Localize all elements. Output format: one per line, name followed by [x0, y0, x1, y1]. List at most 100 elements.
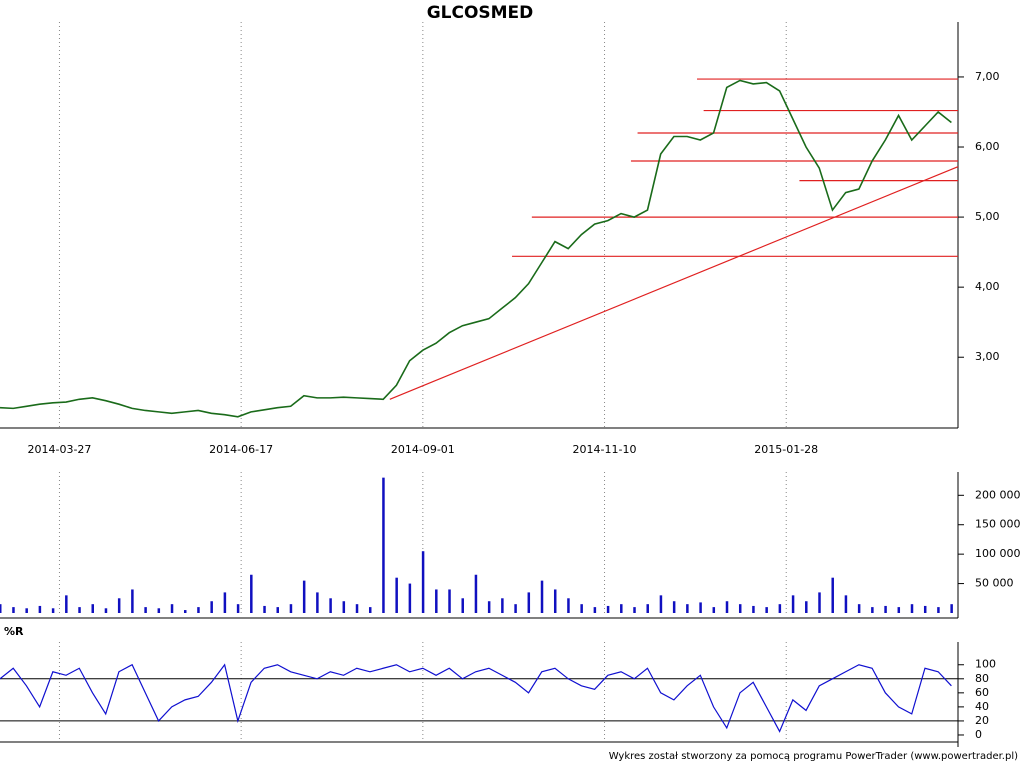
volume-bar — [672, 601, 676, 613]
volume-bar — [580, 604, 583, 613]
volume-bar — [923, 605, 927, 613]
y-tick-label: 150 000 — [975, 518, 1021, 531]
volume-bar — [276, 607, 279, 613]
volume-bar — [157, 608, 161, 613]
volume-bar — [950, 604, 953, 613]
y-tick-label: 100 — [975, 658, 996, 671]
x-tick-label: 2014-03-27 — [27, 443, 91, 456]
volume-bar — [38, 605, 42, 613]
price-line — [0, 79, 952, 418]
volume-bar — [170, 604, 174, 613]
x-tick-label: 2014-09-01 — [391, 443, 455, 456]
volume-bar — [871, 607, 874, 613]
x-tick-label: 2014-06-17 — [209, 443, 273, 456]
y-tick-label: 50 000 — [975, 577, 1014, 590]
volume-bar — [818, 592, 821, 613]
volume-bar — [474, 574, 478, 613]
volume-bar — [395, 577, 398, 613]
volume-bar — [131, 589, 134, 613]
y-tick-label: 100 000 — [975, 547, 1021, 560]
volume-bar — [183, 610, 187, 613]
volume-bar — [316, 592, 319, 613]
volume-bar — [144, 607, 147, 613]
y-tick-label: 60 — [975, 686, 989, 699]
volume-bar — [633, 607, 636, 613]
volume-bar — [540, 580, 544, 613]
volume-bar — [791, 595, 795, 613]
volume-bar — [765, 607, 768, 613]
volume-bar — [805, 601, 808, 613]
volume-bar — [302, 580, 306, 613]
x-tick-label: 2015-01-28 — [754, 443, 818, 456]
volume-bar — [461, 598, 464, 613]
panel-title: %R — [4, 625, 24, 638]
volume-bar — [289, 604, 293, 613]
trend-line — [389, 166, 959, 400]
volume-bar — [752, 605, 755, 613]
volume-bar — [263, 605, 266, 613]
volume-bar — [910, 604, 914, 613]
x-tick-label: 2014-11-10 — [573, 443, 637, 456]
volume-bar — [435, 589, 438, 613]
volume-bar — [884, 605, 887, 613]
volume-bar — [448, 589, 451, 613]
volume-bar — [223, 592, 227, 613]
volume-bar — [487, 601, 491, 613]
footer: Wykres został stworzony za pomocą progra… — [609, 751, 1018, 762]
y-tick-label: 20 — [975, 714, 989, 727]
volume-bar — [501, 598, 504, 613]
y-tick-label: 200 000 — [975, 488, 1021, 501]
volume-bar — [117, 598, 121, 613]
volume-bar — [527, 592, 531, 613]
volume-bar — [342, 601, 346, 613]
williams-r-line — [0, 663, 952, 733]
volume-bar — [408, 583, 412, 613]
volume-bar — [514, 604, 517, 613]
volume-bar — [91, 604, 94, 613]
volume-bar — [831, 577, 834, 613]
y-tick-label: 0 — [975, 728, 982, 741]
volume-bar — [567, 598, 570, 613]
volume-bar — [937, 607, 940, 613]
volume-bar — [197, 607, 200, 613]
y-tick-label: 5,00 — [975, 210, 1000, 223]
volume-bar — [593, 607, 597, 613]
volume-bar — [355, 604, 359, 613]
y-tick-label: 6,00 — [975, 140, 1000, 153]
volume-bar — [236, 604, 240, 613]
volume-bar — [620, 604, 623, 613]
volume-bar — [421, 551, 425, 613]
volume-bar — [210, 601, 213, 613]
volume-bar — [12, 607, 15, 613]
y-tick-label: 40 — [975, 700, 989, 713]
volume-bar — [606, 605, 610, 613]
volume-bar — [382, 477, 385, 613]
volume-bar — [553, 589, 557, 613]
volume-bar — [712, 607, 716, 613]
volume-bar — [250, 574, 253, 613]
y-tick-label: 80 — [975, 672, 989, 685]
y-tick-label: 7,00 — [975, 70, 1000, 83]
volume-bar — [844, 595, 848, 613]
y-tick-label: 4,00 — [975, 280, 1000, 293]
volume-bar — [857, 604, 861, 613]
volume-bar — [368, 607, 372, 613]
volume-bar — [738, 604, 742, 613]
volume-bar — [51, 608, 55, 613]
chart-title: GLCOSMED — [427, 3, 534, 23]
volume-bar — [699, 602, 702, 613]
volume-bar — [104, 608, 108, 613]
volume-bar — [778, 604, 782, 613]
volume-bar — [0, 604, 2, 613]
volume-bar — [65, 595, 68, 613]
volume-bar — [897, 607, 901, 613]
volume-bar — [725, 601, 729, 613]
volume-bar — [686, 604, 689, 613]
volume-bar — [25, 608, 28, 613]
y-tick-label: 3,00 — [975, 350, 1000, 363]
volume-bar — [646, 604, 649, 613]
volume-bar — [659, 595, 663, 613]
volume-bar — [329, 598, 332, 613]
volume-bar — [78, 607, 81, 613]
